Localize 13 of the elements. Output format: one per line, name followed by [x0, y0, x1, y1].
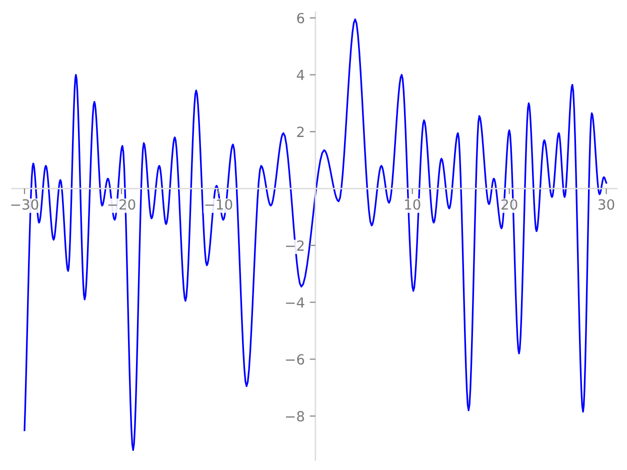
x-tick-label: −30	[11, 199, 38, 210]
y-tick-label: −8	[286, 411, 304, 422]
y-tick-label: 4	[296, 70, 304, 80]
y-tick-label: 6	[297, 12, 304, 24]
x-tick-label: 10	[405, 199, 420, 210]
x-tick-label: −10	[205, 199, 232, 210]
y-tick-label: −2	[286, 240, 304, 251]
y-tick-label: −6	[286, 354, 304, 365]
x-tick-label: 30	[598, 199, 614, 210]
x-tick-label: 20	[502, 199, 518, 210]
y-tick-label: 2	[297, 126, 304, 137]
x-tick-label: −20	[108, 199, 136, 210]
y-tick-label: −4	[286, 297, 304, 308]
